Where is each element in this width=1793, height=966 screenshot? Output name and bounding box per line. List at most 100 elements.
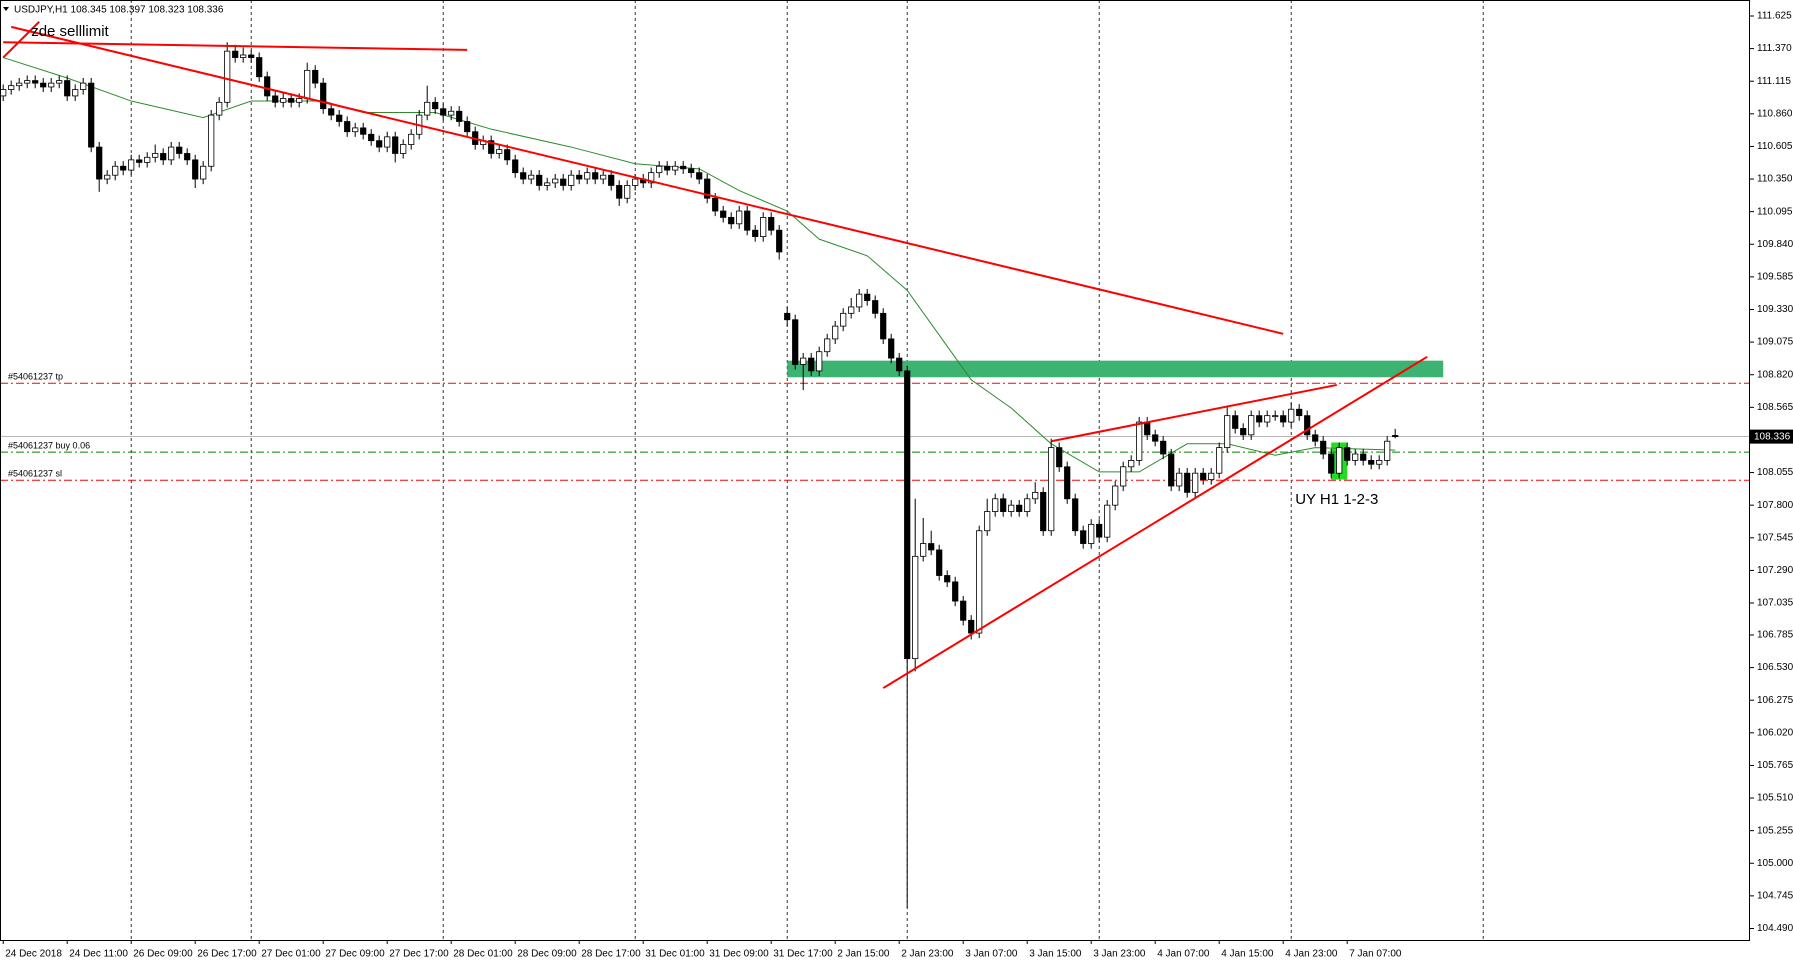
y-tick-label: 109.585 [1757, 272, 1793, 283]
candle-body [632, 178, 639, 186]
candle-body [696, 172, 703, 180]
candle-body [1256, 415, 1263, 423]
candle-body [168, 146, 175, 161]
x-tick-label: 26 Dec 09:00 [133, 949, 193, 960]
y-tick-label: 106.785 [1757, 630, 1793, 641]
candle-body [1200, 472, 1207, 480]
candle-body [1312, 434, 1319, 442]
candle-body [432, 101, 439, 110]
y-tick-label: 108.565 [1757, 402, 1793, 413]
candle-body [1352, 453, 1359, 461]
candle-body [920, 543, 927, 557]
candle-body [408, 133, 415, 145]
candle-body [1144, 421, 1151, 436]
candle-body [1216, 447, 1223, 474]
plot-area: #54061237 tp #54061237 buy 0.06 #54061237 … [0, 0, 1750, 940]
candle-body [592, 172, 599, 180]
candle-body [608, 174, 615, 186]
candle-body [1272, 415, 1279, 418]
candle-body [496, 149, 503, 154]
candle-body [440, 108, 447, 116]
candle-body [352, 127, 359, 133]
trendline [10, 25, 1284, 335]
candle-body [528, 174, 535, 180]
candle-body [544, 182, 551, 186]
candle-body [928, 543, 935, 551]
x-tick-label: 28 Dec 09:00 [517, 949, 577, 960]
y-tick-label: 111.625 [1757, 11, 1792, 22]
candle-body [184, 153, 191, 161]
candle-body [376, 140, 383, 148]
candle-body [816, 351, 823, 372]
order-label: #54061237 buy 0.06 [8, 440, 90, 450]
candle-body [944, 575, 951, 583]
candle-body [520, 172, 527, 180]
x-tick-label: 4 Jan 23:00 [1285, 949, 1338, 960]
candle-body [1008, 504, 1015, 512]
bid-label: 108.336 [1754, 431, 1791, 442]
candle-body [128, 159, 135, 171]
x-tick-label: 4 Jan 15:00 [1221, 949, 1274, 960]
candle-body [1128, 460, 1135, 468]
title-icon [3, 7, 9, 11]
zone [787, 360, 1444, 378]
trendline [882, 355, 1428, 689]
candle-body [680, 165, 687, 170]
candle-body [424, 101, 431, 116]
candle-body [392, 136, 399, 154]
candle-body [288, 98, 295, 103]
candle-body [552, 178, 559, 184]
candle-body [1328, 453, 1335, 474]
y-tick-label: 111.115 [1757, 76, 1791, 87]
candle-body [976, 530, 983, 634]
candle-body [344, 121, 351, 133]
candle-body [96, 146, 103, 180]
y-tick-label: 104.745 [1757, 891, 1793, 902]
candle-body [1032, 491, 1039, 500]
candle-body [272, 95, 279, 103]
candle-body [112, 165, 119, 176]
candle-body [64, 80, 71, 97]
candle-body [936, 549, 943, 576]
candle-body [248, 54, 255, 58]
y-tick-label: 111.370 [1757, 43, 1792, 54]
candle-body [1016, 504, 1023, 512]
candle-body [792, 319, 799, 365]
candle-body [448, 110, 455, 116]
candle-body [1368, 460, 1375, 465]
candle-body [1024, 498, 1031, 512]
y-tick-label: 110.860 [1757, 108, 1793, 119]
trendline [2, 21, 40, 59]
candle-body [808, 357, 815, 372]
candle-body [912, 555, 919, 660]
candle-body [1336, 447, 1343, 474]
x-tick-label: 3 Jan 07:00 [965, 949, 1018, 960]
candle-body [104, 174, 111, 180]
candle-body [1104, 504, 1111, 538]
candle-body [136, 159, 143, 163]
candle-body [848, 306, 855, 314]
candle-body [72, 89, 79, 97]
candle-body [688, 168, 695, 174]
y-tick-label: 105.000 [1757, 858, 1793, 869]
candle-body [280, 98, 287, 103]
candle-body [888, 338, 895, 359]
candle-body [856, 293, 863, 308]
candle-body [1168, 453, 1175, 487]
x-tick-label: 27 Dec 09:00 [325, 949, 385, 960]
candle-body [1056, 447, 1063, 468]
candle-body [704, 178, 711, 199]
candle-body [664, 165, 671, 171]
candle-body [1184, 472, 1191, 493]
y-tick-label: 110.095 [1757, 206, 1793, 217]
candle-body [360, 127, 367, 135]
y-tick-label: 105.765 [1757, 760, 1793, 771]
candle-body [224, 50, 231, 103]
y-tick-label: 107.290 [1757, 565, 1793, 576]
bid-marker [1750, 429, 1793, 444]
candle-body [648, 172, 655, 184]
candle-body [736, 210, 743, 225]
candle-body [1376, 460, 1383, 465]
candle-body [784, 312, 791, 321]
x-tick-label: 31 Dec 17:00 [773, 949, 833, 960]
